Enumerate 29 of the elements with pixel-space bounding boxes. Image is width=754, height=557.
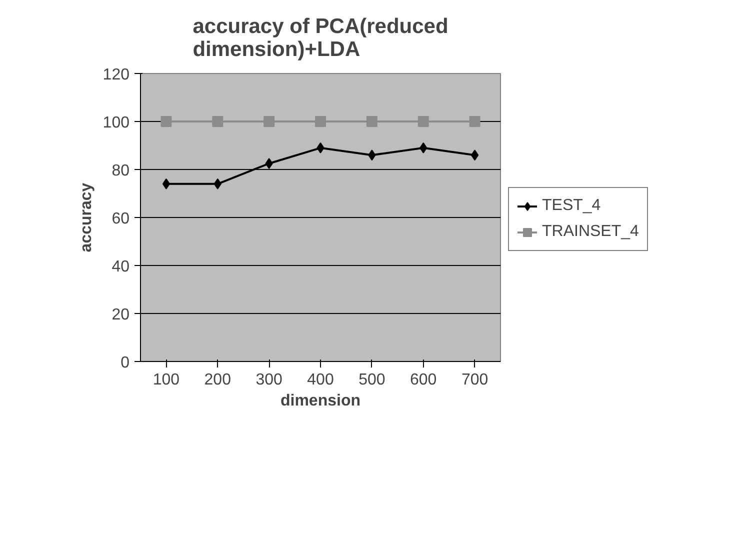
y-tick-label: 80 bbox=[112, 162, 130, 180]
x-axis-title: dimension bbox=[280, 392, 361, 410]
point bbox=[264, 116, 275, 127]
point bbox=[366, 116, 378, 127]
x-tick-label: 200 bbox=[204, 372, 232, 388]
point bbox=[470, 150, 479, 161]
y-tick-label: 60 bbox=[112, 210, 130, 228]
y-tick-label: 20 bbox=[112, 306, 130, 324]
x-tick-label: 100 bbox=[152, 372, 180, 388]
legend-label: TEST_4 bbox=[542, 197, 601, 215]
legend-label: TRAINSET_4 bbox=[542, 223, 639, 241]
y-tick-label: 40 bbox=[112, 258, 130, 276]
point bbox=[212, 116, 224, 127]
point bbox=[162, 178, 170, 190]
x-tick-label: 700 bbox=[461, 372, 488, 388]
point bbox=[418, 116, 429, 127]
x-tick-label: 400 bbox=[307, 372, 334, 388]
x-tick-label: 300 bbox=[256, 372, 283, 388]
y-tick-label: 0 bbox=[120, 354, 130, 372]
y-tick-label: 100 bbox=[102, 114, 130, 132]
point bbox=[315, 116, 326, 127]
chart-title: accuracy of PCA(reduced dimension)+LDA bbox=[192, 15, 448, 61]
x-tick-label: 500 bbox=[358, 372, 386, 388]
y-tick-label: 120 bbox=[102, 66, 130, 84]
point bbox=[160, 116, 172, 127]
point bbox=[265, 158, 273, 169]
y-axis-title: accuracy bbox=[78, 182, 95, 252]
point bbox=[469, 116, 480, 127]
x-tick-label: 600 bbox=[410, 372, 437, 388]
